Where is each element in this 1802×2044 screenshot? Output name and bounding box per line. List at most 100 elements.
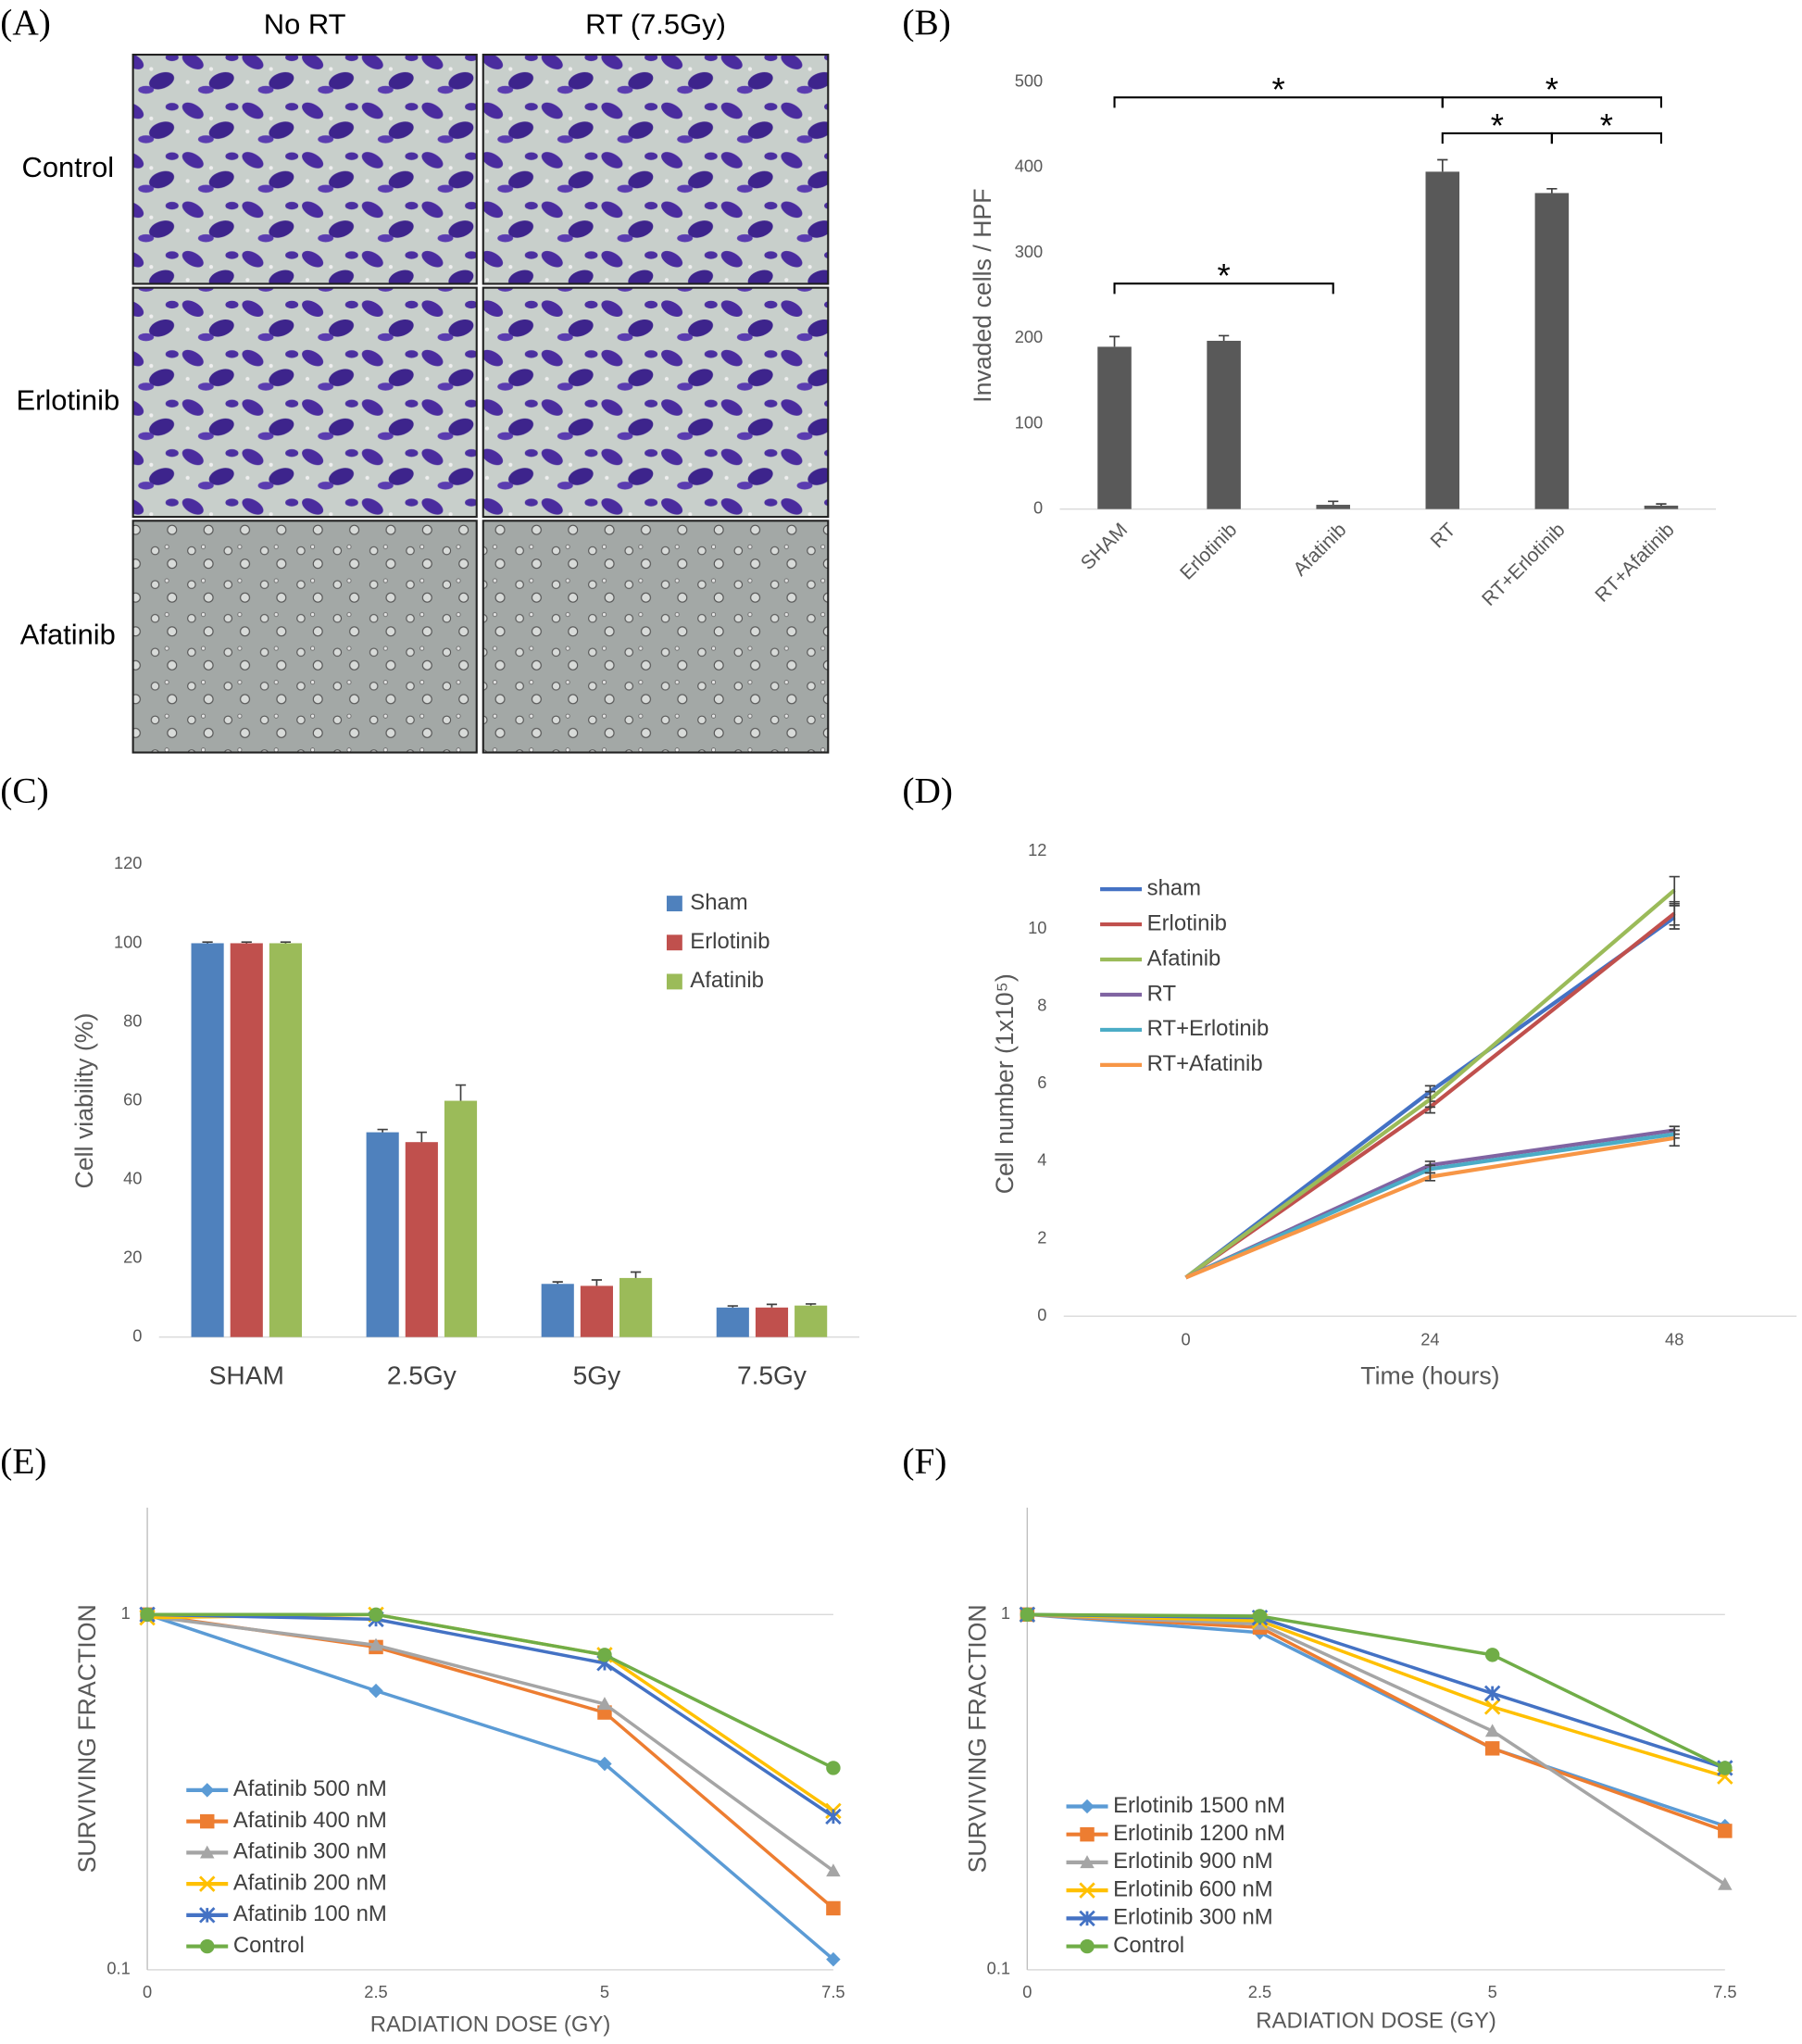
error-bar [1437, 158, 1448, 172]
marker [597, 1756, 612, 1772]
x-axis-label: RADIATION DOSE (GY) [1256, 2008, 1496, 2033]
bar [366, 1132, 399, 1337]
bar [405, 1142, 438, 1337]
legend-label: Erlotinib [1147, 910, 1227, 935]
legend-label: Control [233, 1933, 305, 1958]
bar [755, 1307, 789, 1337]
x-tick-label: RT [1427, 519, 1460, 552]
x-tick-label: 2.5Gy [387, 1361, 457, 1390]
panel-label: (D) [902, 771, 953, 811]
x-tick-label: 2.5 [1248, 1982, 1271, 2001]
series-line [146, 1614, 834, 1873]
legend-swatch [666, 896, 682, 912]
marker [200, 1845, 215, 1859]
bar [1207, 340, 1241, 509]
bar [619, 1277, 653, 1337]
bar [580, 1285, 613, 1337]
bar [230, 943, 263, 1337]
series-line [1027, 1612, 1726, 1778]
marker [1484, 1741, 1500, 1756]
y-tick-label: 6 [1037, 1072, 1046, 1092]
legend-label: Erlotinib 1500 nM [1113, 1793, 1285, 1818]
error-bar [455, 1084, 467, 1101]
y-tick-label: 8 [1037, 995, 1046, 1014]
x-tick-label: 5 [600, 1982, 609, 2001]
y-tick-label: 0.1 [987, 1959, 1010, 1978]
marker [1080, 1826, 1095, 1842]
x-tick-label: Erlotinib [1176, 520, 1241, 584]
error-bar [766, 1303, 778, 1308]
bar [444, 1100, 478, 1337]
x-tick-label: 24 [1420, 1330, 1439, 1349]
y-tick-label: 500 [1015, 70, 1043, 90]
error-bar [1669, 1129, 1680, 1147]
bar [795, 1305, 828, 1337]
marker [200, 1813, 215, 1829]
x-tick-label: 5 [1488, 1982, 1497, 2001]
marker [200, 1938, 215, 1954]
error-bar [1328, 500, 1339, 506]
marker [825, 1808, 842, 1825]
error-bar [280, 941, 292, 944]
error-bar [241, 941, 252, 944]
marker [140, 1607, 155, 1623]
marker [1484, 1648, 1500, 1662]
bar [269, 943, 303, 1337]
error-bar [416, 1131, 427, 1143]
bar [541, 1284, 574, 1337]
row-label: Erlotinib [16, 384, 119, 417]
x-tick-label: 7.5 [821, 1982, 845, 2001]
y-tick-label: 0 [1037, 1305, 1046, 1324]
y-tick-label: 2 [1037, 1227, 1046, 1247]
marker [826, 1900, 841, 1916]
bar [1644, 505, 1679, 509]
legend-label: sham [1147, 875, 1201, 900]
x-tick-label: 7.5Gy [737, 1361, 807, 1390]
y-tick-label: 1 [121, 1603, 131, 1623]
x-tick-label: 5Gy [573, 1361, 621, 1390]
y-tick-label: 120 [114, 853, 142, 872]
y-axis-label: SURVIVING FRACTION [73, 1604, 101, 1873]
series-line [147, 1612, 834, 1818]
x-tick-label: Afatinib [1289, 520, 1350, 581]
legend-label: Erlotinib 1200 nM [1113, 1821, 1285, 1846]
significance-bracket [1113, 282, 1334, 295]
marker [826, 1951, 841, 1967]
error-bar [1424, 1090, 1436, 1109]
series-line [1027, 1612, 1726, 1833]
error-bar [552, 1281, 563, 1285]
x-tick-label: 0 [143, 1982, 152, 2001]
series-line [1027, 1612, 1726, 1828]
x-tick-label: 7.5 [1713, 1982, 1736, 2001]
legend-label: Afatinib 400 nM [233, 1808, 387, 1833]
error-bar [1108, 335, 1120, 347]
column-label: RT (7.5Gy) [585, 7, 726, 40]
marker [1080, 1799, 1095, 1814]
series-line [1184, 1135, 1675, 1280]
panel-label: (A) [0, 2, 51, 43]
marker [369, 1607, 383, 1623]
panel-label: (C) [0, 771, 48, 811]
bar [191, 943, 224, 1337]
y-tick-label: 4 [1037, 1150, 1046, 1170]
micrograph [131, 53, 478, 285]
marker [1718, 1876, 1733, 1890]
y-tick-label: 300 [1015, 242, 1043, 261]
legend-label: RT [1147, 981, 1177, 1006]
x-tick-label: SHAM [209, 1361, 284, 1390]
series-line [147, 1612, 834, 1770]
y-tick-label: 1 [1001, 1603, 1010, 1623]
series-line [146, 1612, 835, 1961]
y-tick-label: 40 [123, 1168, 142, 1187]
series-line [146, 1612, 835, 1910]
legend-label: Sham [690, 890, 747, 915]
micrograph [482, 53, 830, 285]
marker [826, 1863, 841, 1877]
marker [1252, 1609, 1268, 1624]
y-tick-label: 0 [132, 1326, 142, 1346]
error-bar [1546, 187, 1558, 194]
x-tick-label: 0 [1182, 1330, 1191, 1349]
legend-label: Erlotinib 300 nM [1113, 1905, 1273, 1930]
series-line [1184, 1132, 1675, 1280]
marker [597, 1648, 612, 1662]
